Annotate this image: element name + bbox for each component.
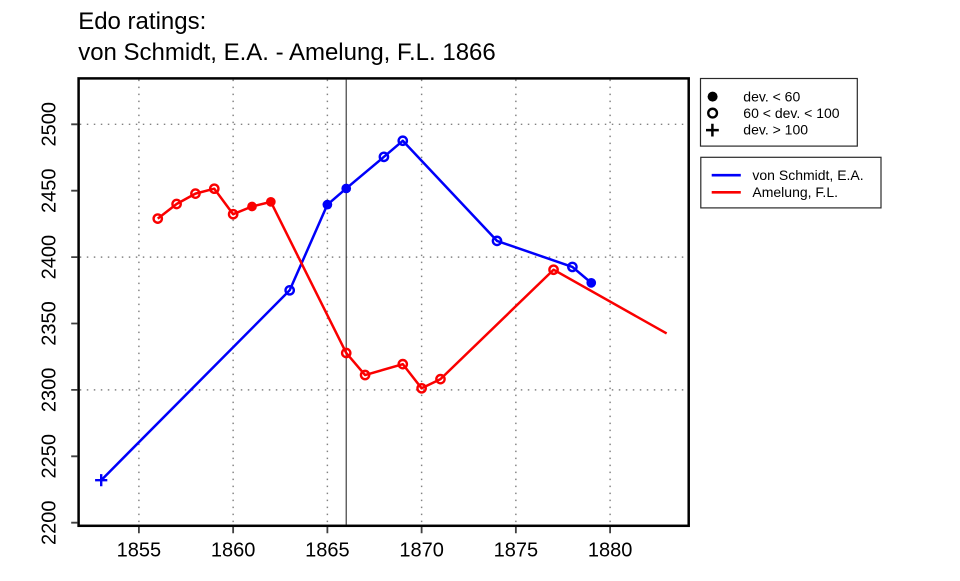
svg-text:1865: 1865: [305, 539, 350, 561]
svg-text:2300: 2300: [39, 368, 61, 413]
svg-text:2450: 2450: [39, 168, 61, 213]
svg-text:1880: 1880: [588, 539, 633, 561]
svg-text:1860: 1860: [211, 539, 256, 561]
svg-text:2400: 2400: [39, 235, 61, 280]
svg-text:Amelung, F.L.: Amelung, F.L.: [752, 184, 838, 200]
svg-text:2500: 2500: [39, 102, 61, 147]
svg-text:dev. < 60: dev. < 60: [743, 89, 800, 105]
svg-text:1875: 1875: [494, 539, 539, 561]
svg-text:dev. > 100: dev. > 100: [743, 122, 808, 138]
svg-text:60 < dev. < 100: 60 < dev. < 100: [743, 105, 839, 121]
svg-text:2250: 2250: [39, 434, 61, 479]
svg-text:2350: 2350: [39, 301, 61, 346]
svg-text:von Schmidt, E.A. - Amelung, F: von Schmidt, E.A. - Amelung, F.L. 1866: [78, 39, 496, 66]
svg-text:von Schmidt, E.A.: von Schmidt, E.A.: [752, 167, 863, 183]
svg-text:Edo ratings:: Edo ratings:: [78, 8, 206, 35]
svg-text:2200: 2200: [39, 500, 61, 545]
svg-text:1870: 1870: [399, 539, 444, 561]
svg-text:1855: 1855: [117, 539, 162, 561]
